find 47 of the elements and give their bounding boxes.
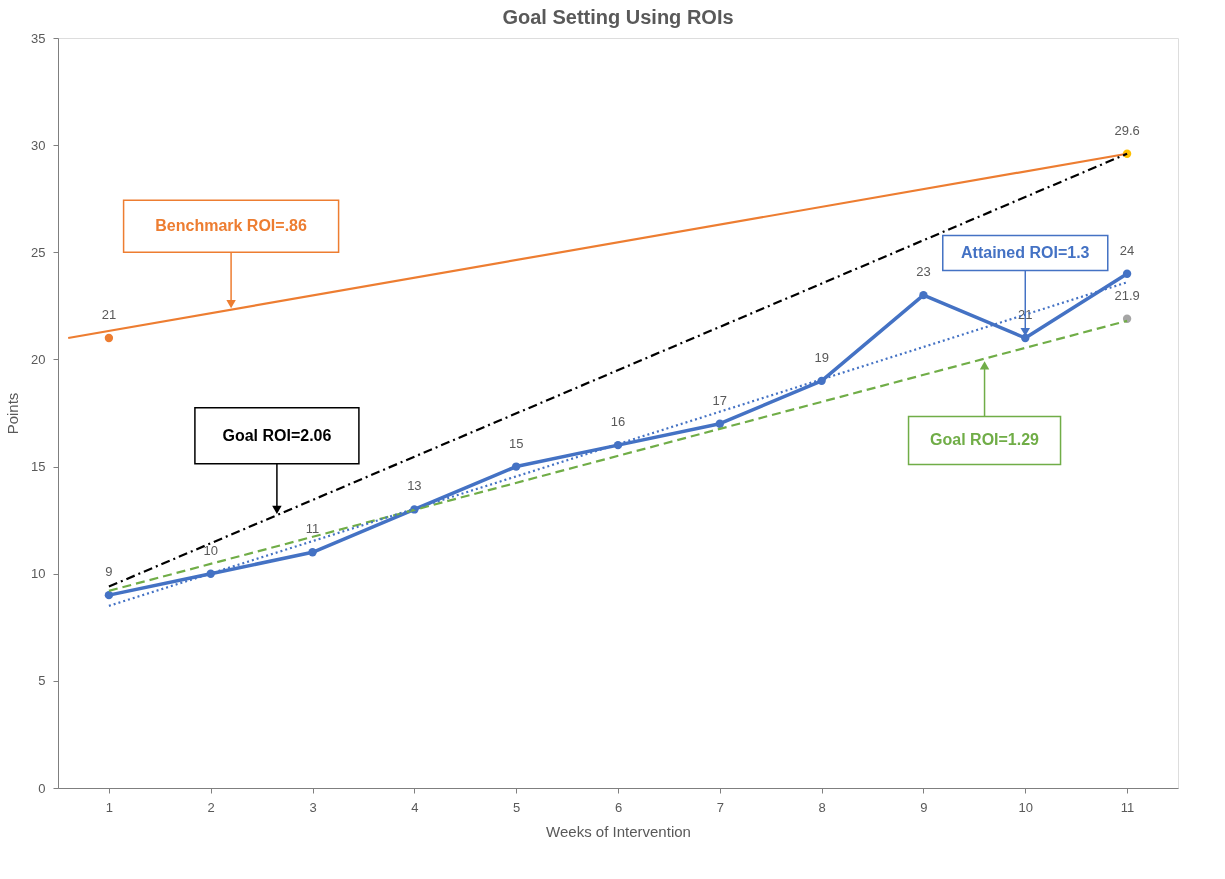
x-tick-label: 8 [818, 799, 826, 815]
y-tick-label: 30 [31, 137, 46, 153]
data-label: 9 [105, 564, 113, 580]
y-tick-label: 10 [31, 566, 46, 582]
data-label: 16 [610, 414, 626, 430]
y-tick-label: 15 [31, 459, 46, 475]
x-tick-label: 2 [207, 799, 215, 815]
x-tick-label: 1 [105, 799, 114, 815]
x-tick-label: 4 [411, 799, 419, 815]
annotation: Attained ROI=1.3 [961, 244, 1090, 261]
y-tick-label: 5 [38, 673, 46, 689]
point [308, 548, 317, 557]
point [1122, 269, 1132, 278]
data-label: 21.9 [1114, 287, 1140, 303]
y-axis-title: Points [4, 392, 22, 435]
x-tick-label: 7 [716, 799, 724, 815]
x-tick-label: 10 [1018, 799, 1034, 815]
annotation: Goal ROI=2.06 [222, 426, 332, 444]
data-label: 13 [407, 478, 422, 494]
point [919, 290, 928, 300]
point [104, 590, 114, 600]
point [1021, 333, 1030, 343]
x-tick-label: 5 [513, 799, 521, 815]
point [512, 462, 521, 471]
y-tick-label: 35 [31, 30, 46, 46]
data-label: 11 [305, 521, 320, 537]
y-tick-label: 0 [38, 780, 46, 796]
y-tick-label: 20 [31, 351, 46, 367]
chart-title: Goal Setting Using ROIs [502, 6, 734, 28]
x-tick-label: 11 [1120, 799, 1135, 815]
annotation: Goal ROI=1.29 [930, 431, 1040, 449]
x-tick-label: 6 [614, 799, 623, 815]
point [104, 333, 114, 343]
data-label: 29.6 [1114, 122, 1140, 138]
point [715, 419, 724, 428]
x-tick-label: 9 [920, 799, 928, 815]
x-tick-label: 3 [309, 799, 317, 815]
data-label: 21 [101, 307, 117, 322]
data-label: 24 [1119, 242, 1135, 258]
x-axis-title: Weeks of Intervention [546, 822, 691, 840]
data-label: 15 [508, 435, 524, 451]
data-label: 19 [814, 349, 829, 365]
annotation: Benchmark ROI=.86 [155, 217, 307, 235]
y-tick-label: 25 [31, 244, 46, 260]
data-label: 17 [712, 392, 728, 408]
data-label: 10 [203, 542, 218, 558]
data-label: 23 [916, 264, 931, 280]
